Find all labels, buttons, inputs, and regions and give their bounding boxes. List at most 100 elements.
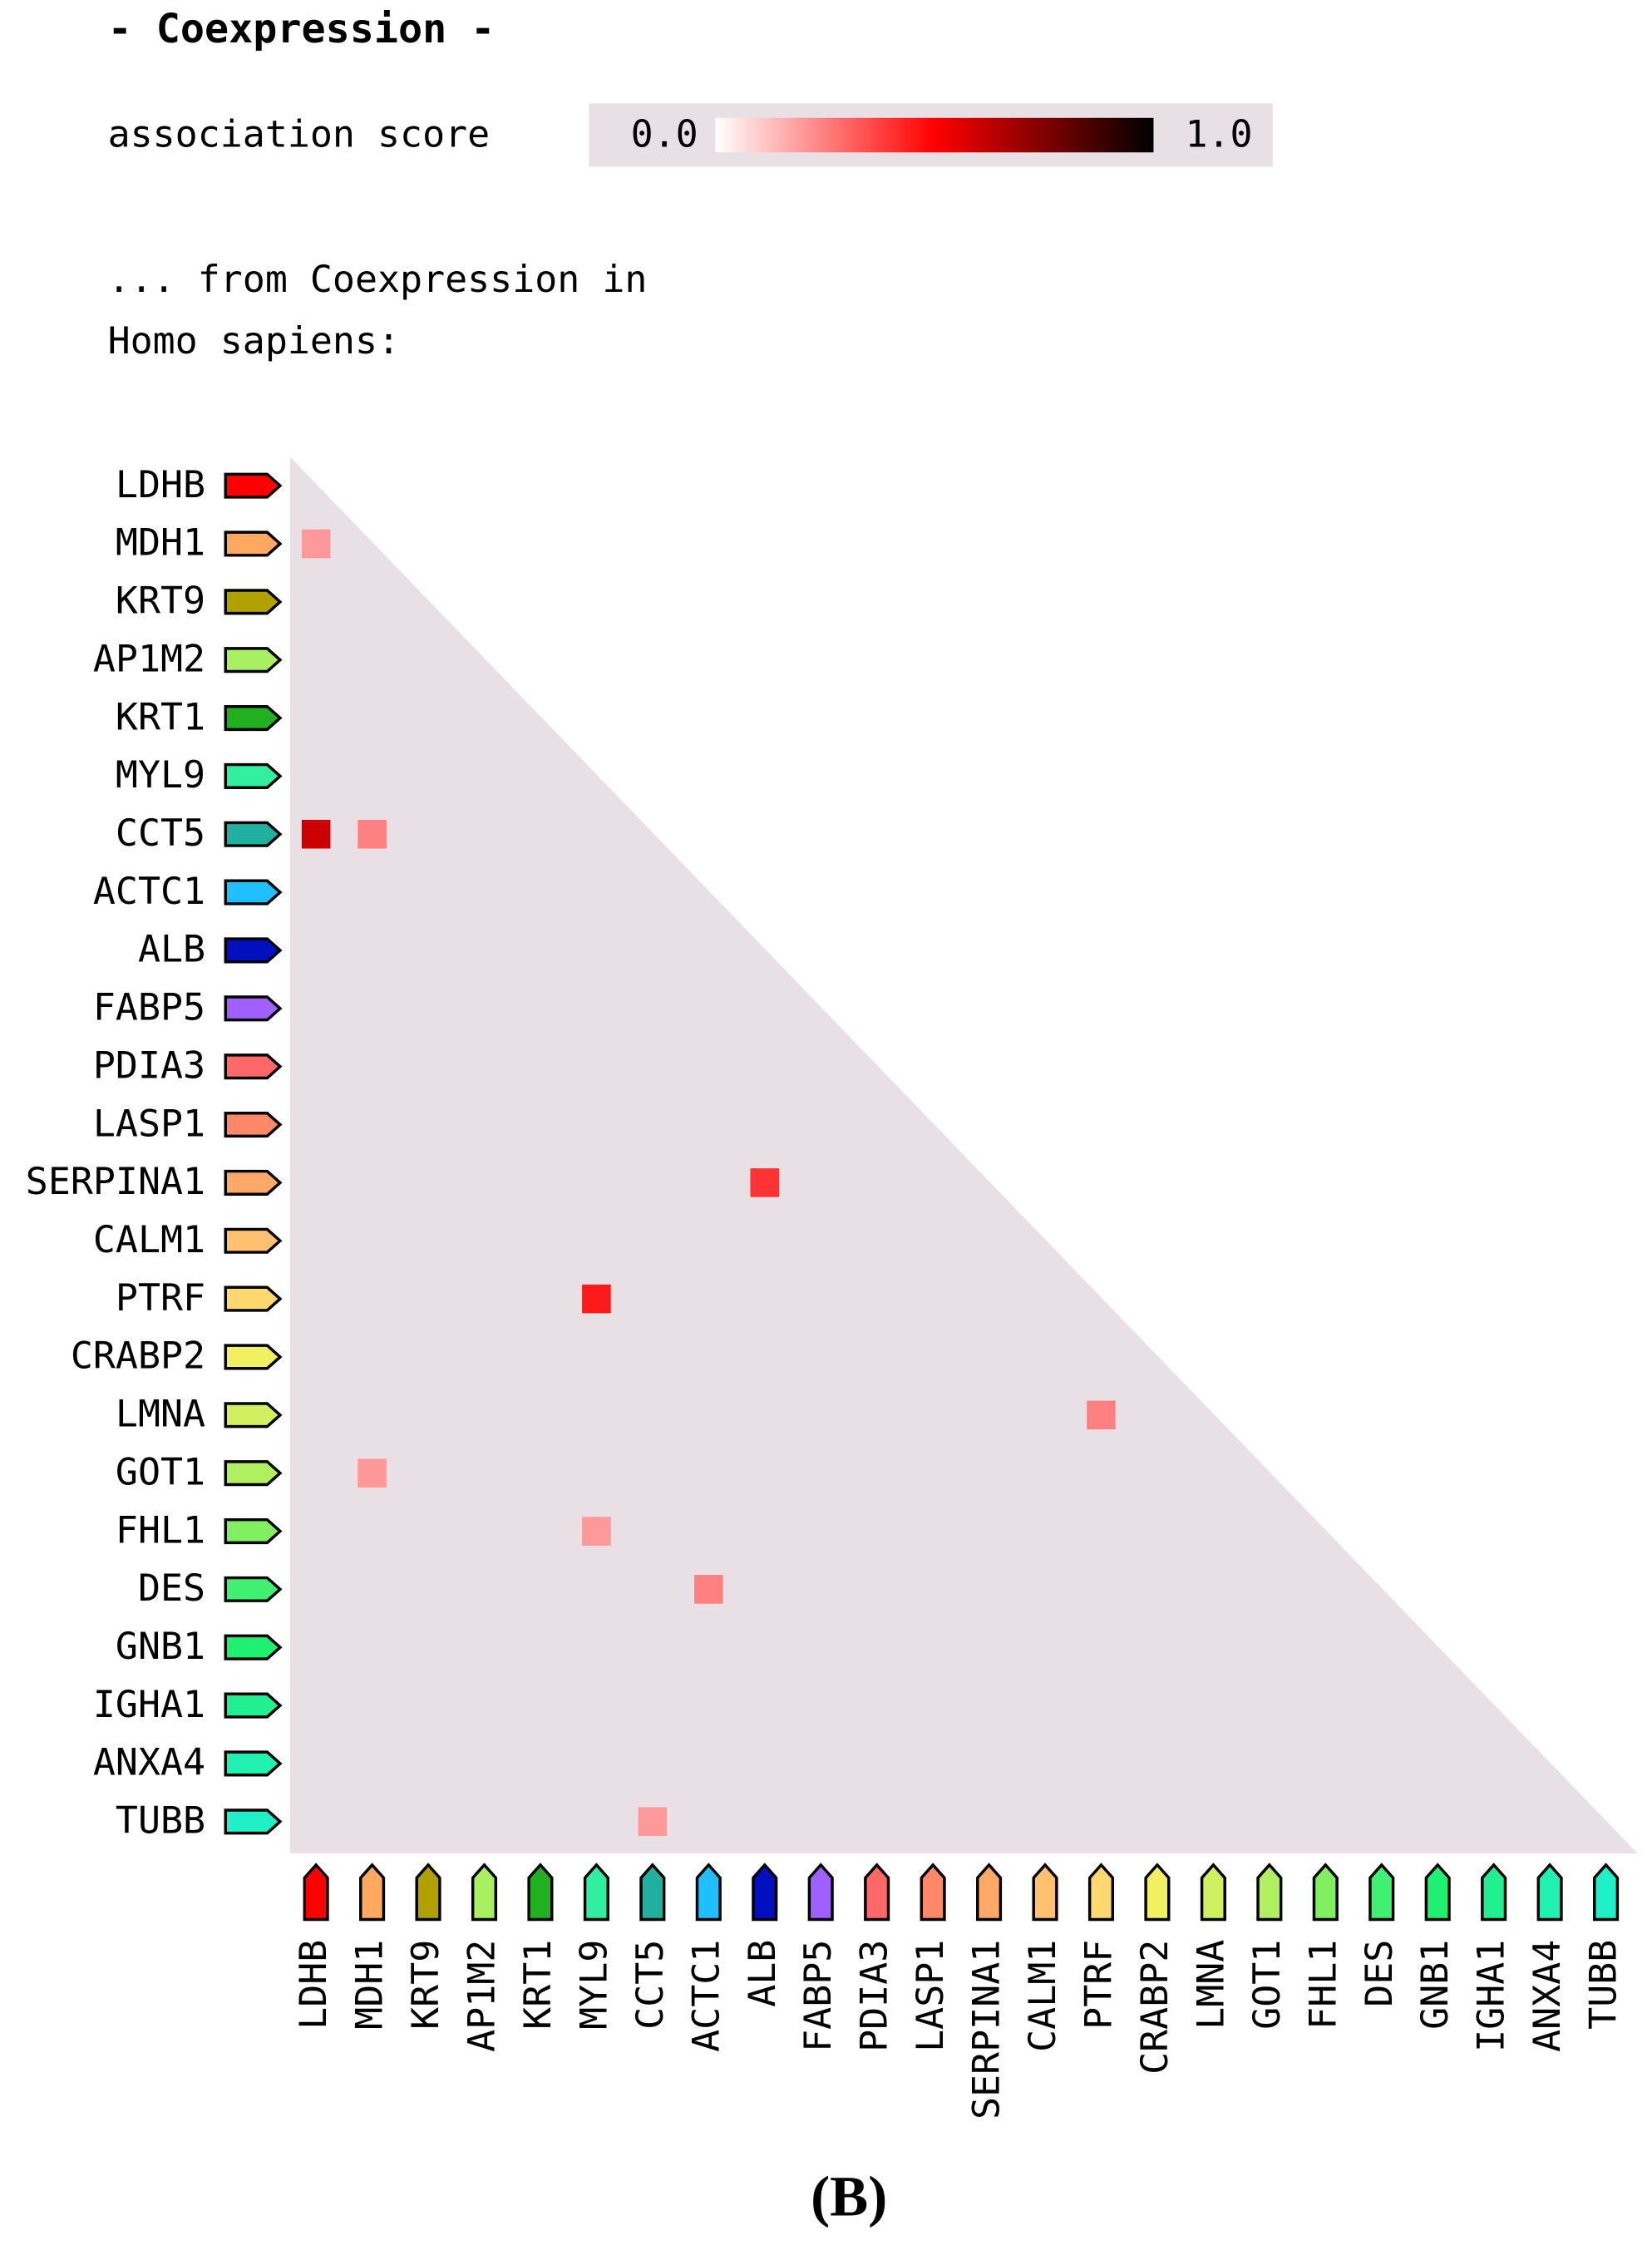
row-label: FABP5	[93, 985, 205, 1029]
row-gene-node	[224, 762, 283, 789]
row-gene-node	[224, 589, 283, 615]
row-label: CCT5	[116, 811, 205, 855]
row-gene-node	[224, 1227, 283, 1254]
row-gene-node	[224, 1111, 283, 1138]
col-label: LMNA	[1188, 1940, 1232, 2030]
heatmap-cell	[694, 1575, 723, 1604]
col-gene-node	[359, 1863, 386, 1922]
col-label: MDH1	[348, 1940, 392, 2030]
col-label: GOT1	[1245, 1940, 1289, 2030]
caption: (B)	[811, 2164, 887, 2228]
col-label: KRT1	[515, 1940, 560, 2030]
row-gene-node	[224, 995, 283, 1022]
chart-title: - Coexpression -	[108, 6, 496, 52]
row-gene-node	[224, 1517, 283, 1545]
row-label: IGHA1	[93, 1682, 205, 1726]
row-gene-node	[224, 530, 283, 557]
col-gene-node	[1200, 1863, 1226, 1922]
subtitle: Homo sapiens:	[108, 318, 400, 363]
col-gene-node	[527, 1863, 554, 1922]
heatmap-cell	[301, 529, 331, 559]
col-gene-node	[1256, 1863, 1283, 1922]
heatmap-cell	[358, 819, 387, 849]
col-label: LDHB	[291, 1940, 335, 2030]
col-label: PTRF	[1076, 1940, 1120, 2030]
col-gene-node	[303, 1863, 329, 1922]
legend-label: association score	[108, 111, 491, 155]
heatmap-cell	[358, 1458, 387, 1488]
row-gene-node	[224, 1460, 283, 1487]
row-gene-node	[224, 647, 283, 674]
col-label: GNB1	[1413, 1940, 1457, 2030]
row-label: ACTC1	[93, 869, 205, 913]
col-gene-node	[583, 1863, 609, 1922]
heatmap-cell	[638, 1807, 668, 1837]
row-gene-node	[224, 937, 283, 964]
row-label: LDHB	[116, 462, 205, 506]
row-label: DES	[138, 1566, 205, 1610]
col-label: IGHA1	[1469, 1940, 1513, 2052]
row-gene-node	[224, 704, 283, 732]
row-label: KRT1	[116, 694, 205, 738]
col-label: KRT9	[403, 1940, 447, 2030]
row-label: GOT1	[116, 1449, 205, 1493]
heatmap-cell	[582, 1517, 611, 1546]
col-label: DES	[1357, 1940, 1401, 2007]
col-gene-node	[1593, 1863, 1620, 1922]
col-gene-node	[639, 1863, 666, 1922]
col-gene-node	[1312, 1863, 1339, 1922]
col-gene-node	[471, 1863, 498, 1922]
row-gene-node	[224, 1344, 283, 1370]
subtitle: ... from Coexpression in	[108, 257, 648, 301]
col-gene-node	[1144, 1863, 1171, 1922]
row-gene-node	[224, 1634, 283, 1660]
row-gene-node	[224, 1402, 283, 1428]
col-label: MYL9	[571, 1940, 615, 2030]
col-gene-node	[1087, 1863, 1115, 1922]
col-label: AP1M2	[459, 1940, 503, 2052]
row-label: AP1M2	[93, 636, 205, 680]
row-label: LMNA	[116, 1392, 205, 1436]
colorbar	[715, 117, 1154, 153]
row-label: ANXA4	[93, 1740, 205, 1784]
row-label: KRT9	[116, 579, 205, 623]
row-label: LASP1	[93, 1101, 205, 1145]
heatmap-cell	[1087, 1400, 1116, 1430]
row-gene-node	[224, 1169, 283, 1196]
row-label: SERPINA1	[26, 1159, 205, 1203]
row-label: PTRF	[116, 1275, 205, 1320]
row-label: CRABP2	[71, 1334, 205, 1378]
row-label: GNB1	[116, 1624, 205, 1668]
row-label: MYL9	[116, 752, 205, 797]
colorbar-tick-label: 1.0	[1185, 111, 1252, 155]
col-gene-node	[976, 1863, 1003, 1922]
row-label: TUBB	[116, 1799, 205, 1843]
heatmap-cell	[582, 1284, 611, 1314]
col-gene-node	[695, 1863, 722, 1922]
col-gene-node	[415, 1863, 441, 1922]
col-gene-node	[1032, 1863, 1058, 1922]
col-label: ALB	[740, 1940, 784, 2007]
row-label: PDIA3	[93, 1043, 205, 1087]
col-label: ACTC1	[683, 1940, 727, 2052]
row-gene-node	[224, 472, 283, 499]
row-gene-node	[224, 1576, 283, 1602]
col-label: FHL1	[1300, 1940, 1344, 2030]
col-gene-node	[1481, 1863, 1507, 1922]
matrix-background	[290, 456, 1638, 1854]
col-label: CALM1	[1020, 1940, 1064, 2052]
col-gene-node	[752, 1863, 778, 1922]
col-label: SERPINA1	[964, 1940, 1008, 2119]
col-gene-node	[920, 1863, 946, 1922]
col-label: CCT5	[628, 1940, 672, 2030]
col-gene-node	[1536, 1863, 1563, 1922]
row-label: MDH1	[116, 521, 205, 565]
row-gene-node	[224, 821, 283, 847]
row-gene-node	[224, 1808, 283, 1835]
col-label: FABP5	[796, 1940, 840, 2052]
heatmap-cell	[750, 1168, 780, 1197]
col-gene-node	[864, 1863, 890, 1922]
row-gene-node	[224, 1285, 283, 1312]
col-label: LASP1	[908, 1940, 952, 2052]
